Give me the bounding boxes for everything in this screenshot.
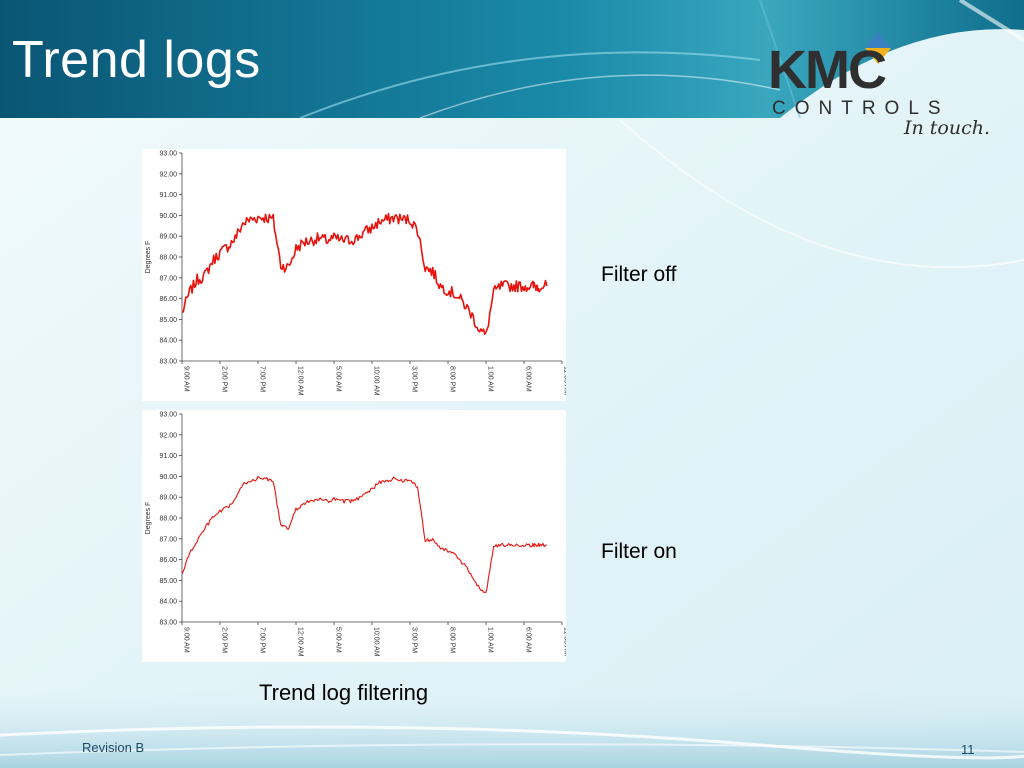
y-tick-label: 91.00 <box>159 192 177 199</box>
y-tick-label: 89.00 <box>159 234 177 241</box>
y-tick-label: 83.00 <box>159 359 177 366</box>
x-tick-label: 2:00 PM <box>221 627 228 653</box>
x-tick-label: 3:00 PM <box>411 366 418 392</box>
y-tick-label: 92.00 <box>159 432 177 439</box>
logo-brand-sub: CONTROLS <box>772 98 950 119</box>
x-tick-label: 7:00 PM <box>259 627 266 653</box>
y-tick-label: 93.00 <box>159 151 177 158</box>
x-tick-label: 9:00 AM <box>183 366 190 392</box>
header-band <box>0 0 1024 118</box>
y-axis-label: Degrees F <box>145 241 152 274</box>
x-tick-label: 9:00 AM <box>183 627 190 653</box>
y-tick-label: 93.00 <box>159 412 177 419</box>
x-tick-label: 8:00 PM <box>449 366 456 392</box>
x-tick-label: 3:00 PM <box>411 627 418 653</box>
figure-caption: Trend log filtering <box>259 680 429 705</box>
trend-chart-filter-off: 93.00 92.00 91.00 90.00 89.00 88.00 87.00 86.00… <box>142 149 566 401</box>
y-tick-label: 86.00 <box>159 296 177 303</box>
x-tick-label: 7:00 PM <box>259 366 266 392</box>
logo-brand-name: KMC <box>768 40 886 100</box>
x-tick-label: 6:00 AM <box>525 627 532 653</box>
x-tick-label: 10:00 AM <box>373 366 380 396</box>
x-tick-label: 1:00 AM <box>487 627 494 653</box>
y-tick-label: 88.00 <box>159 516 177 523</box>
x-tick-label: 5:00 AM <box>335 366 342 392</box>
filter-on-label: Filter on <box>601 540 677 563</box>
y-tick-label: 91.00 <box>159 453 177 460</box>
y-tick-label: 87.00 <box>159 536 177 543</box>
y-tick-label: 92.00 <box>159 171 177 178</box>
x-tick-label: 6:00 AM <box>525 366 532 392</box>
series-line <box>182 212 548 335</box>
y-tick-label: 85.00 <box>159 317 177 324</box>
x-tick-label: 2:00 PM <box>221 366 228 392</box>
x-tick-label: 5:00 AM <box>335 627 342 653</box>
trend-chart-filter-on-plot: 93.00 92.00 91.00 90.00 89.00 88.00 87.00 86.00… <box>145 412 567 657</box>
y-tick-label: 83.00 <box>159 620 177 627</box>
slide-title: Trend logs <box>12 31 261 89</box>
y-tick-label: 84.00 <box>159 338 177 345</box>
logo-tagline: In touch. <box>903 117 990 136</box>
y-tick-label: 87.00 <box>159 275 177 282</box>
y-tick-label: 85.00 <box>159 578 177 585</box>
x-tick-label: 11:00 AM <box>563 627 567 656</box>
y-tick-label: 90.00 <box>159 474 177 481</box>
x-tick-label: 10:00 AM <box>373 627 380 657</box>
y-tick-label: 86.00 <box>159 557 177 564</box>
kmc-controls-logo: KMC CONTROLS In touch. <box>768 32 990 136</box>
x-tick-label: 11:00 AM <box>563 366 567 395</box>
y-tick-label: 89.00 <box>159 495 177 502</box>
x-tick-label: 12:00 AM <box>297 366 304 396</box>
y-tick-label: 88.00 <box>159 255 177 262</box>
y-tick-label: 84.00 <box>159 599 177 606</box>
y-tick-label: 90.00 <box>159 213 177 220</box>
x-tick-label: 12:00 AM <box>297 627 304 657</box>
trend-chart-filter-off-plot: 93.00 92.00 91.00 90.00 89.00 88.00 87.00 86.00… <box>145 151 567 396</box>
x-tick-label: 8:00 PM <box>449 627 456 653</box>
footer-revision: Revision B <box>82 740 145 755</box>
x-tick-label: 1:00 AM <box>487 366 494 392</box>
trend-chart-filter-on: 93.00 92.00 91.00 90.00 89.00 88.00 87.00 86.00… <box>142 410 566 662</box>
page-number: 11 <box>961 742 975 757</box>
y-axis-label: Degrees F <box>145 502 152 535</box>
series-line <box>181 476 547 593</box>
filter-off-label: Filter off <box>601 263 677 286</box>
